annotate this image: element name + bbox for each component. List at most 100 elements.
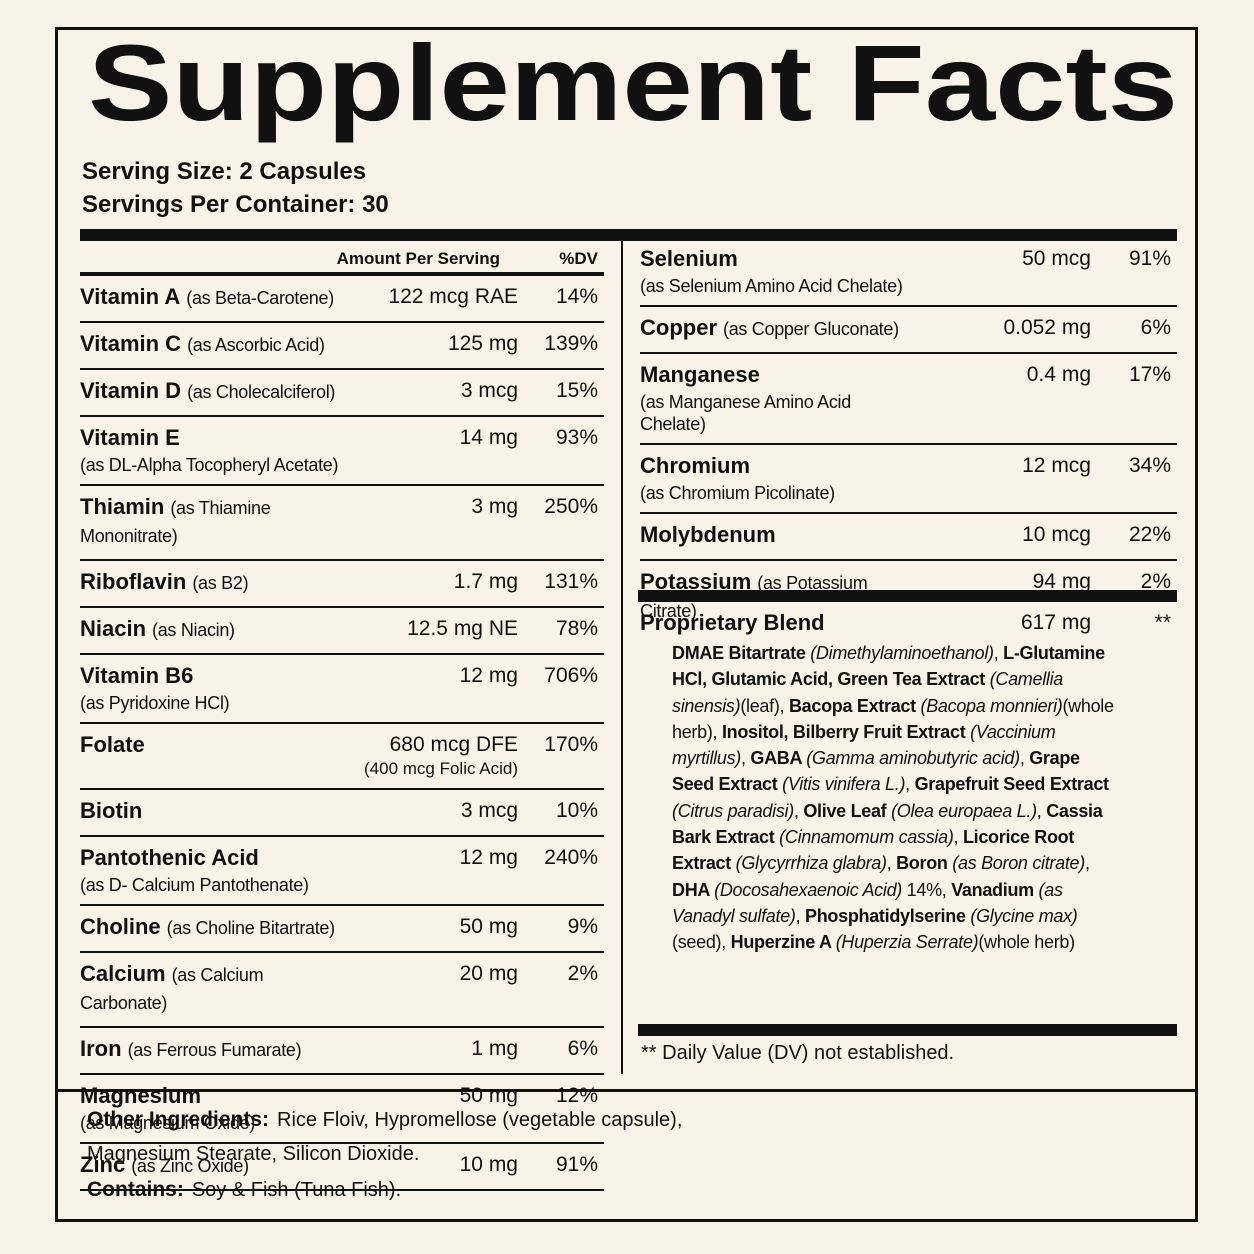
- section-rule: [55, 1089, 1198, 1092]
- nutrient-name: Thiamin: [80, 494, 165, 519]
- nutrient-source: (as Choline Bitartrate): [166, 918, 335, 938]
- ingredient-text: (Glycine max): [970, 905, 1078, 926]
- left-column: Amount Per Serving %DV Vitamin A (as Beta…: [80, 245, 604, 1191]
- ingredient-text: Huperzine A: [730, 932, 836, 953]
- name-cell: Thiamin (as Thiamine Mononitrate): [80, 494, 348, 551]
- ingredient-text: (Vaccinium myrtillus): [672, 721, 1056, 769]
- ingredient-text: Vanadium: [951, 879, 1039, 900]
- nutrient-amount: 3 mcg: [460, 799, 518, 822]
- amount-cell: 122 mcg RAE: [348, 284, 518, 310]
- ingredient-text: Licorice Root Extract: [672, 827, 1075, 874]
- amount-cell: 1 mg: [348, 1036, 518, 1062]
- blend-dv: **: [1154, 611, 1171, 634]
- nutrient-dv: 14%: [555, 285, 598, 308]
- thick-rule: [638, 590, 1177, 602]
- serving-size: Serving Size: 2 Capsules: [82, 158, 367, 185]
- name-cell: Vitamin E (as DL-Alpha Tocopheryl Acetate…: [80, 425, 348, 476]
- nutrient-dv: 12%: [555, 1084, 598, 1107]
- amount-cell: 1.7 mg: [348, 569, 518, 595]
- title-area: Supplement Facts: [88, 22, 1178, 143]
- ingredient-text: (whole herb): [978, 932, 1075, 953]
- thick-rule: [80, 229, 1177, 241]
- nutrient-source: (as B2): [192, 573, 249, 593]
- contains-label: Contains:: [87, 1178, 184, 1201]
- name-cell: Riboflavin (as B2): [80, 569, 348, 598]
- amount-cell: 125 mg: [348, 331, 518, 357]
- nutrient-row: Vitamin B6 (as Pyridoxine HCl) 12 mg 706%: [80, 655, 604, 724]
- ingredient-text: Bacopa Extract: [788, 695, 921, 716]
- name-cell: Vitamin D (as Cholecalciferol): [80, 378, 348, 407]
- amount-cell: 10 mg: [348, 1152, 518, 1178]
- ingredient-text: ,: [886, 853, 897, 874]
- blend-ingredients: DMAE Bitartrate (Dimethylaminoethanol), …: [672, 640, 1122, 956]
- name-cell: Iron (as Ferrous Fumarate): [80, 1036, 348, 1065]
- column-divider: [621, 241, 623, 1074]
- nutrient-name: Vitamin C: [80, 331, 182, 356]
- ingredient-text: (Glycyrrhiza glabra): [735, 853, 887, 874]
- label-border: [55, 27, 1198, 1222]
- nutrient-name: Potassium: [640, 569, 752, 594]
- ingredient-text: (Vitis vinifera L.): [782, 774, 906, 795]
- nutrient-dv: 10%: [555, 799, 598, 822]
- nutrient-dv: 34%: [1128, 454, 1171, 477]
- amount-cell: 94 mg: [921, 569, 1091, 595]
- nutrient-name: Selenium: [640, 246, 738, 271]
- ingredient-text: (Dimethylaminoethanol): [810, 643, 994, 663]
- amount-cell: 3 mg: [348, 494, 518, 520]
- ingredient-text: ,: [953, 827, 963, 848]
- blend-name: Proprietary Blend: [640, 610, 825, 635]
- servings-per-container: Servings Per Container: 30: [82, 191, 389, 218]
- nutrient-amount: 12.5 mg NE: [407, 617, 518, 640]
- nutrient-amount: 94 mg: [1032, 570, 1091, 593]
- nutrient-amount: 10 mg: [459, 1153, 518, 1176]
- nutrient-row: Copper (as Copper Gluconate) 0.052 mg 6%: [640, 307, 1177, 354]
- nutrient-detail: (as DL-Alpha Tocopheryl Acetate): [80, 455, 339, 475]
- nutrient-dv: 9%: [567, 915, 598, 938]
- nutrient-row: Chromium (as Chromium Picolinate) 12 mcg 34…: [640, 445, 1177, 514]
- nutrient-row: Manganese (as Manganese Amino Acid Chelat…: [640, 354, 1177, 445]
- nutrient-source: (as Ferrous Fumarate): [127, 1040, 302, 1060]
- ingredient-text: Grape Seed Extract: [672, 748, 1080, 795]
- nutrient-row: Thiamin (as Thiamine Mononitrate) 3 mg 250%: [80, 486, 604, 561]
- ingredient-text: (Citrus paradisi): [672, 800, 794, 821]
- ingredient-text: (Huperzia Serrate): [835, 932, 979, 953]
- ingredient-text: ,: [993, 643, 1004, 663]
- nutrient-name: Folate: [80, 732, 145, 757]
- nutrient-source: (as Niacin): [152, 620, 235, 640]
- nutrient-name: Choline: [80, 914, 161, 939]
- ingredient-text: ,: [1036, 800, 1047, 821]
- ingredient-text: (Camellia sinensis): [672, 669, 1064, 716]
- ingredient-text: (seed),: [672, 932, 731, 953]
- amount-cell: 0.4 mg: [921, 362, 1091, 388]
- nutrient-name: Manganese: [640, 362, 760, 387]
- nutrient-dv: 17%: [1128, 363, 1171, 386]
- name-cell: Vitamin A (as Beta-Carotene): [80, 284, 348, 313]
- nutrient-dv: 91%: [555, 1153, 598, 1176]
- nutrient-name: Niacin: [80, 616, 147, 641]
- ingredient-text: Cassia Bark Extract: [672, 800, 1103, 848]
- blend-header: Proprietary Blend 617 mg **: [640, 602, 1177, 647]
- ingredient-text: (Bacopa monnieri): [920, 695, 1063, 716]
- other-ingredients: Other Ingredients: Rice Floiv, Hypromello…: [87, 1108, 682, 1132]
- contains-text: Soy & Fish (Tuna Fish).: [191, 1179, 402, 1201]
- name-cell: Potassium (as Potassium Citrate): [640, 569, 921, 626]
- name-cell: Vitamin B6 (as Pyridoxine HCl): [80, 663, 348, 714]
- nutrient-dv: 139%: [544, 332, 598, 355]
- nutrient-source: (as Zinc Oxide): [131, 1156, 249, 1176]
- nutrient-row: Vitamin E (as DL-Alpha Tocopheryl Acetate…: [80, 417, 604, 486]
- amount-cell: 50 mcg: [921, 246, 1091, 272]
- nutrient-name: Vitamin E: [80, 425, 180, 450]
- nutrient-dv: 78%: [555, 617, 598, 640]
- title: Supplement Facts: [88, 22, 1178, 143]
- nutrient-row: Biotin 3 mcg 10%: [80, 790, 604, 837]
- nutrient-amount: 20 mg: [459, 962, 518, 985]
- ingredient-text: ,: [795, 905, 806, 926]
- ingredient-text: Boron: [896, 853, 953, 874]
- nutrient-detail: (as Magnesium Oxide): [80, 1113, 256, 1133]
- nutrient-amount: 12 mcg: [1022, 454, 1091, 477]
- ingredient-text: 14%,: [901, 879, 952, 900]
- nutrient-amount: 10 mcg: [1022, 523, 1091, 546]
- nutrient-amount: 3 mg: [471, 495, 518, 518]
- nutrient-amount: 1 mg: [471, 1037, 518, 1060]
